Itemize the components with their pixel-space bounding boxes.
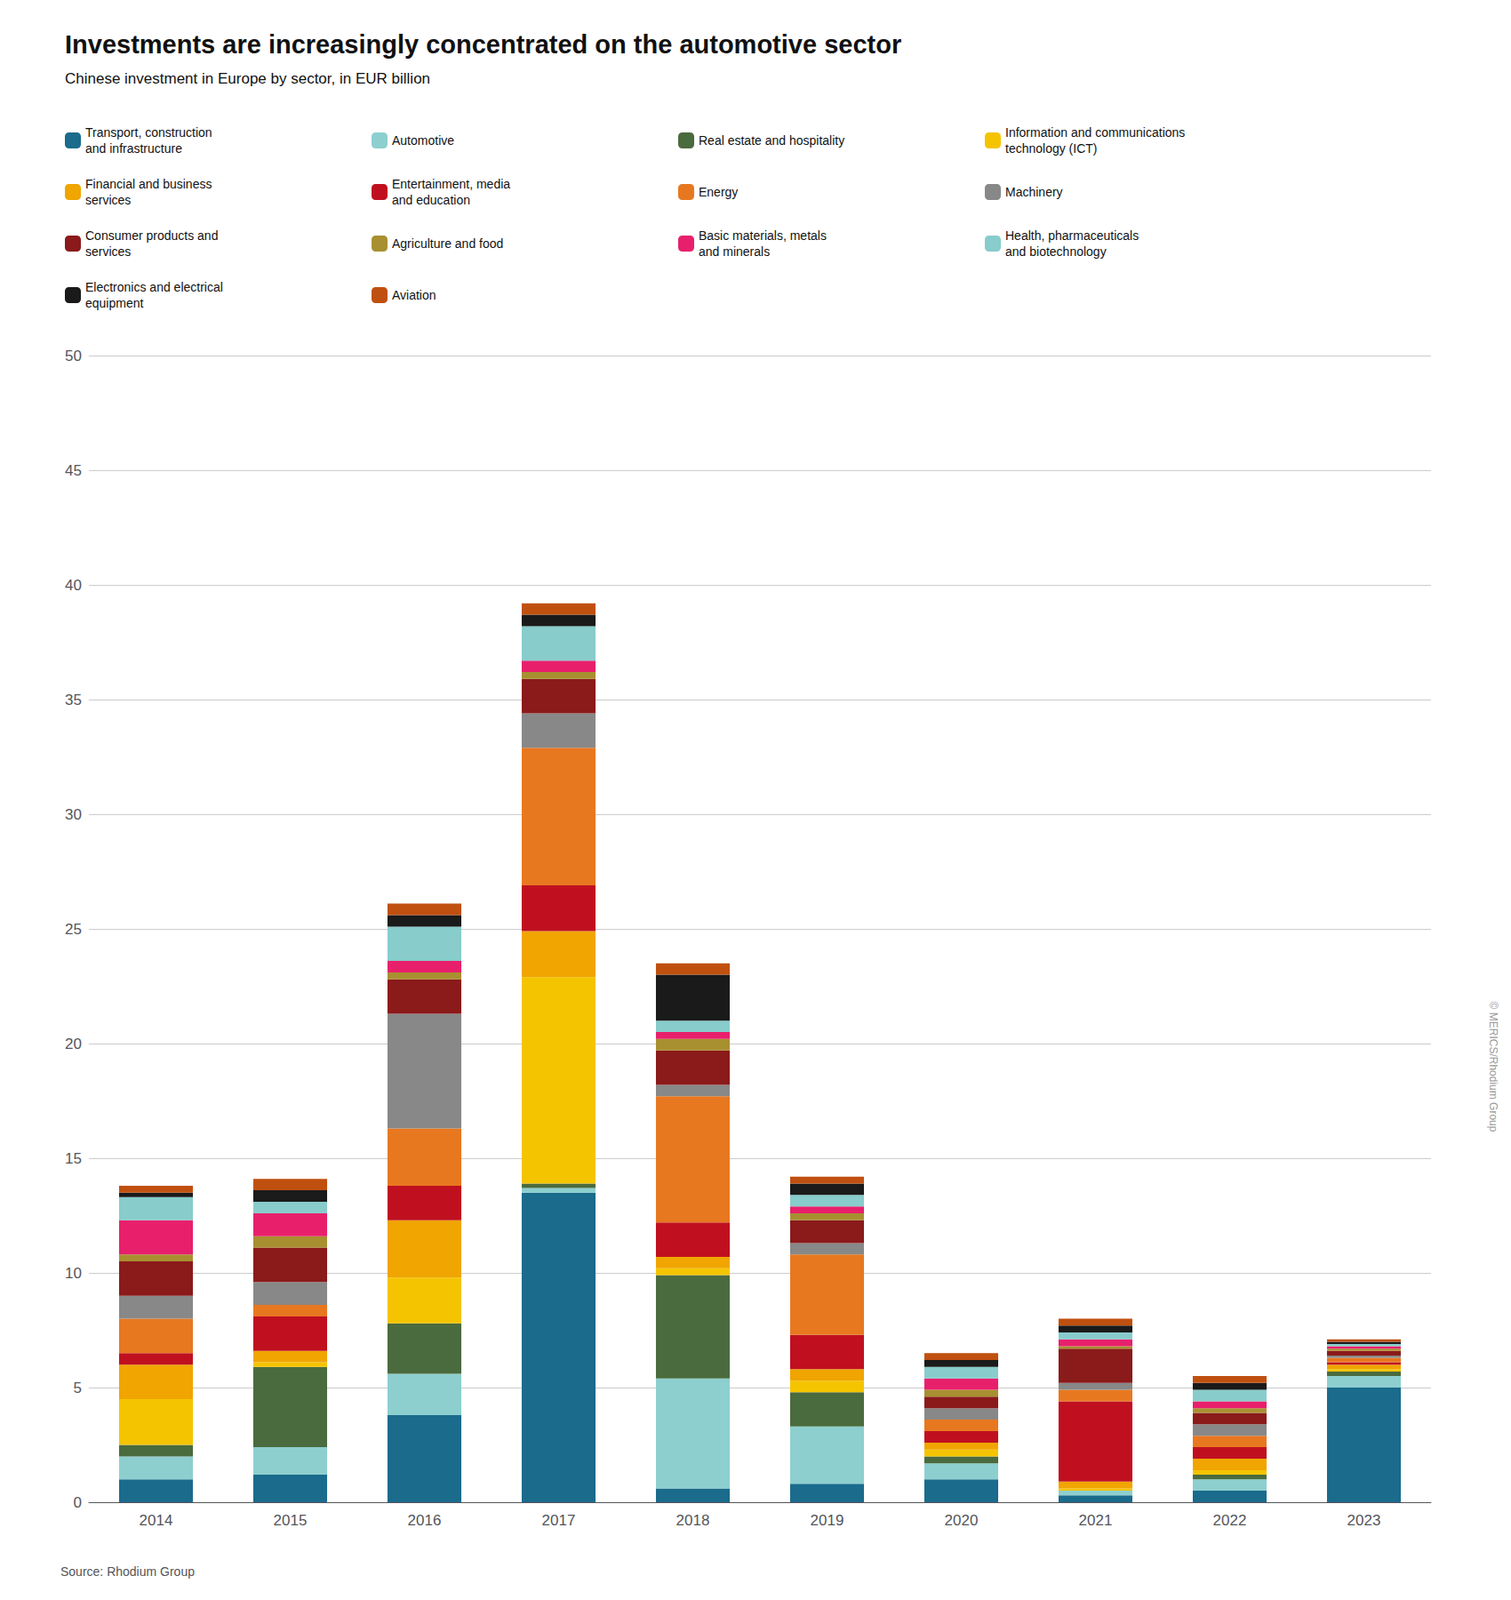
svg-text:45: 45 — [64, 462, 82, 480]
svg-text:40: 40 — [64, 576, 82, 594]
svg-text:Investments are increasingly c: Investments are increasingly concentrate… — [64, 30, 902, 59]
svg-text:Real estate and hospitality: Real estate and hospitality — [698, 133, 845, 148]
svg-text:Aviation: Aviation — [391, 287, 437, 303]
svg-text:Machinery: Machinery — [1005, 184, 1064, 200]
svg-text:2014: 2014 — [139, 1511, 174, 1529]
svg-text:2019: 2019 — [810, 1511, 845, 1529]
svg-text:5: 5 — [73, 1379, 82, 1397]
svg-text:2020: 2020 — [944, 1511, 979, 1529]
svg-text:and infrastructure: and infrastructure — [85, 141, 183, 156]
svg-text:2017: 2017 — [542, 1511, 576, 1529]
svg-text:Financial and business: Financial and business — [85, 176, 212, 192]
svg-text:15: 15 — [64, 1150, 82, 1168]
svg-text:35: 35 — [64, 691, 82, 709]
svg-text:20: 20 — [64, 1035, 82, 1053]
svg-text:2015: 2015 — [273, 1511, 308, 1529]
svg-text:Transport, construction: Transport, construction — [85, 125, 213, 140]
svg-text:Energy: Energy — [698, 184, 738, 200]
svg-text:Basic materials, metals: Basic materials, metals — [698, 228, 827, 243]
svg-text:Chinese investment in Europe b: Chinese investment in Europe by sector, … — [64, 70, 431, 88]
svg-text:25: 25 — [64, 920, 82, 938]
svg-text:Information and communications: Information and communications — [1005, 125, 1185, 140]
svg-text:equipment: equipment — [85, 295, 144, 311]
svg-text:Health, pharmaceuticals: Health, pharmaceuticals — [1005, 228, 1139, 243]
svg-text:0: 0 — [73, 1494, 82, 1511]
svg-text:Entertainment, media: Entertainment, media — [391, 176, 511, 192]
svg-text:Consumer products and: Consumer products and — [85, 228, 218, 243]
svg-text:Agriculture and food: Agriculture and food — [391, 236, 504, 251]
svg-text:services: services — [85, 192, 131, 208]
svg-text:and minerals: and minerals — [698, 244, 770, 259]
svg-text:2018: 2018 — [676, 1511, 711, 1529]
svg-text:2022: 2022 — [1213, 1511, 1248, 1529]
svg-text:Source: Rhodium Group: Source: Rhodium Group — [60, 1564, 195, 1579]
svg-text:Automotive: Automotive — [391, 133, 455, 148]
svg-text:and biotechnology: and biotechnology — [1005, 244, 1107, 259]
svg-text:Electronics and electrical: Electronics and electrical — [85, 279, 224, 295]
svg-text:2021: 2021 — [1079, 1511, 1113, 1529]
svg-text:2016: 2016 — [407, 1511, 442, 1529]
svg-text:technology (ICT): technology (ICT) — [1005, 141, 1097, 156]
svg-text:2023: 2023 — [1347, 1511, 1382, 1529]
svg-text:30: 30 — [64, 806, 82, 824]
svg-text:50: 50 — [64, 347, 82, 365]
svg-text:10: 10 — [64, 1264, 82, 1282]
svg-text:© MERICS/Rhodium Group: © MERICS/Rhodium Group — [1487, 1001, 1500, 1133]
svg-text:and education: and education — [391, 192, 471, 208]
svg-text:services: services — [85, 244, 131, 259]
